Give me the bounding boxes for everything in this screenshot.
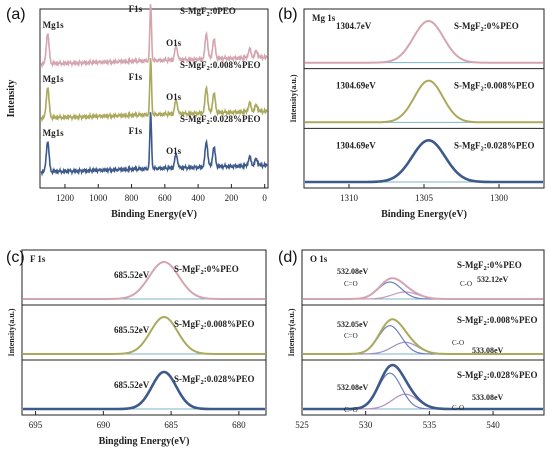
peak-label: 533.08eV [472, 346, 504, 355]
panel-title: Mg 1s [312, 13, 336, 23]
x-tick-label: 1000 [89, 193, 108, 203]
x-tick-label: 1300 [490, 193, 509, 203]
series-line [23, 370, 265, 411]
panel-d-frame [301, 249, 545, 416]
series-label: S-MgF2:0.028%PEO [454, 140, 535, 152]
x-tick-label: 535 [423, 420, 437, 430]
peak-label: 532.08eV [337, 267, 369, 276]
peak-label: 685.52eV [114, 325, 150, 335]
series-label: S-MgF2:0PEO [180, 6, 236, 18]
peak-label: 685.52eV [114, 270, 150, 280]
y-axis-label: Intensity(a.u.) [287, 308, 296, 356]
panel-b-frame [303, 8, 545, 189]
series-label: S-MgF2:0.028%PEO [174, 374, 255, 386]
x-tick-label: 685 [164, 420, 178, 430]
y-axis-label: Intensity(a.u.) [7, 308, 16, 356]
series-line [303, 363, 543, 411]
peak-label: 1304.69eV [336, 140, 376, 150]
x-tick-label: 680 [232, 420, 246, 430]
x-tick-label: 1310 [340, 193, 359, 203]
series-label: S-MgF2:0.008%PEO [454, 81, 535, 93]
panel-a-frame [39, 8, 269, 189]
panel-a-letter: (a) [6, 6, 26, 23]
series-line [40, 4, 268, 69]
series-line [303, 318, 543, 355]
panel-title: F 1s [30, 254, 46, 264]
x-tick-label: 1200 [56, 193, 75, 203]
peak-label: 532.12eV [477, 275, 509, 284]
bond-label: C=O [344, 332, 358, 340]
bond-label: C-O [460, 280, 472, 288]
peak-label: 532.08eV [337, 383, 369, 392]
x-tick-label: 1305 [415, 193, 434, 203]
series-label: S-MgF2:0.028%PEO [457, 370, 538, 382]
panel-c-frame [21, 249, 267, 416]
x-tick-label: 540 [486, 420, 500, 430]
x-tick-label: 600 [158, 193, 172, 203]
series-line [305, 20, 543, 64]
series-label: S-MgF2:0.008%PEO [180, 60, 261, 72]
peak-label-o1s: O1s [166, 38, 182, 48]
peak-label-o1s: O1s [166, 92, 182, 102]
series-line [305, 139, 543, 184]
x-tick-label: 400 [191, 193, 205, 203]
x-tick-label: 695 [29, 420, 43, 430]
peak-label-f1s: F1s [129, 126, 143, 136]
series-line [305, 79, 543, 124]
peak-label-f1s: F1s [129, 72, 143, 82]
bond-label: C=O [344, 406, 358, 414]
peak-label: 533.08eV [472, 393, 504, 402]
series-line [23, 316, 265, 355]
panel-b-letter: (b) [278, 6, 298, 23]
x-tick-label: 200 [225, 193, 239, 203]
peak-label-mg1s: Mg1s [43, 20, 64, 30]
x-tick-label: 0 [262, 193, 267, 203]
x-tick-label: 525 [295, 420, 309, 430]
x-axis-label: Bingding Energy(eV) [99, 436, 190, 447]
series-label: S-MgF2:0%PEO [174, 264, 239, 276]
x-tick-label: 690 [97, 420, 111, 430]
peak-label-f1s: F1s [129, 4, 143, 14]
x-tick-label: 530 [359, 420, 373, 430]
panel-title: O 1s [310, 254, 328, 264]
bond-label: C=O [344, 280, 358, 288]
peak-label: 1304.69eV [336, 81, 376, 91]
series-line [40, 112, 268, 177]
series-line [23, 261, 265, 300]
y-axis-label: Intensity(a.u.) [289, 74, 298, 122]
series-label: S-MgF2:0.008%PEO [174, 319, 255, 331]
peak-label: 685.52eV [114, 380, 150, 390]
peak-label: 1304.7eV [336, 21, 372, 31]
bond-label: C-O [452, 404, 464, 412]
x-axis-label: Binding Energy(eV) [381, 209, 467, 220]
peak-label-mg1s: Mg1s [43, 74, 64, 84]
series-label: S-MgF2:0.008%PEO [457, 315, 538, 327]
series-line [303, 277, 543, 300]
peak-label-o1s: O1s [166, 146, 182, 156]
peak-label: 532.05eV [337, 320, 369, 329]
series-label: S-MgF2:0%PEO [457, 260, 522, 272]
x-tick-label: 800 [125, 193, 139, 203]
x-axis-label: Binding Energy(eV) [111, 209, 197, 220]
panel-d-letter: (d) [278, 249, 298, 266]
series-label: S-MgF2:0%PEO [454, 21, 519, 33]
bond-label: C-O [452, 339, 464, 347]
y-axis-label: Intensity [6, 80, 17, 118]
peak-label-mg1s: Mg1s [43, 128, 64, 138]
series-label: S-MgF2:0.028%PEO [180, 114, 261, 126]
panel-c-letter: (c) [6, 249, 25, 266]
series-line [40, 58, 268, 123]
